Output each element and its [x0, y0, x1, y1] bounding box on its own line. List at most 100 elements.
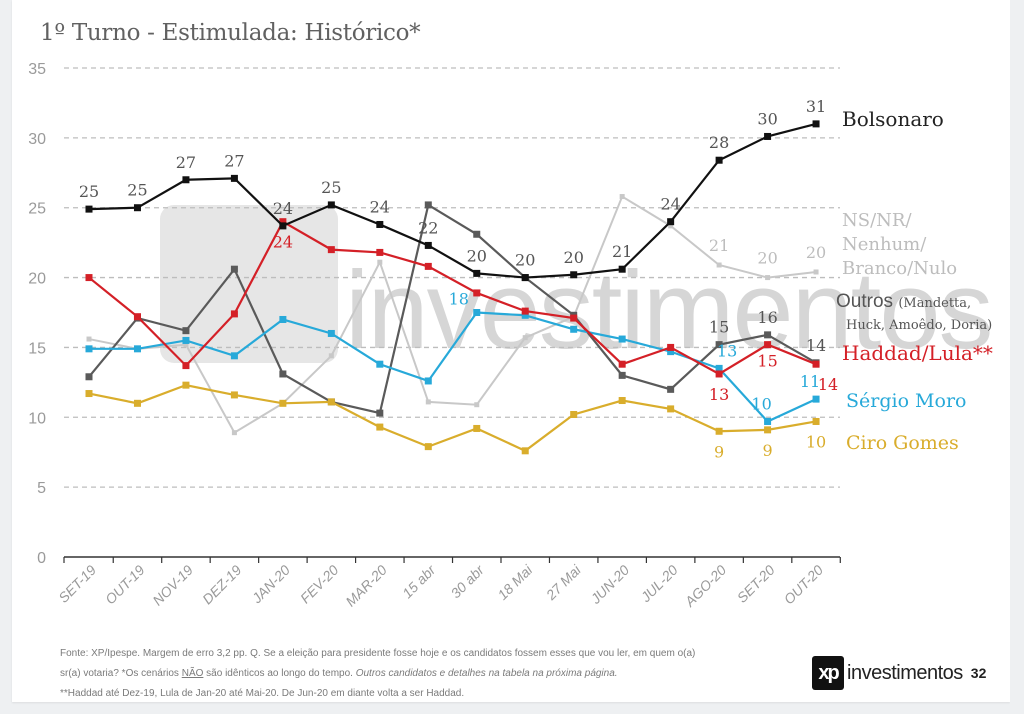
data-point [715, 427, 723, 435]
legend-label: NS/NR/ [842, 210, 912, 231]
series-ciro-gomes [85, 381, 820, 455]
data-point [667, 343, 675, 351]
data-point [230, 310, 238, 318]
data-point [133, 345, 141, 353]
y-tick-label: 25 [28, 201, 46, 218]
data-point [424, 262, 432, 270]
y-tick-label: 35 [28, 61, 46, 78]
xp-logo-mark: xp [812, 656, 844, 690]
data-point [133, 204, 141, 212]
data-label: 14 [818, 375, 838, 394]
data-point [667, 405, 675, 413]
data-point [521, 307, 529, 315]
data-label: 21 [612, 242, 632, 261]
x-tick-label: JUL-20 [637, 562, 681, 606]
data-label: 13 [717, 341, 737, 360]
data-point [425, 399, 431, 405]
x-tick-label: OUT-19 [102, 562, 148, 608]
data-label: 22 [418, 218, 438, 237]
x-tick-label: AGO-20 [681, 562, 729, 610]
data-label: 11 [800, 372, 820, 391]
data-point [570, 314, 578, 322]
x-tick-label: DEZ-19 [199, 562, 245, 608]
data-point [279, 315, 287, 323]
data-point [279, 222, 287, 230]
legend-label: Sérgio Moro [846, 390, 966, 412]
data-point [715, 370, 723, 378]
data-point [716, 262, 722, 268]
data-point [182, 362, 190, 370]
footnote-text: sr(a) votaria? *Os cenários [60, 668, 182, 679]
data-point [473, 230, 481, 238]
x-tick-label: 27 Mai [542, 561, 584, 603]
footnote-text: são idênticos ao longo do tempo. [203, 668, 356, 679]
data-point [618, 335, 626, 343]
data-point [813, 269, 819, 275]
data-label: 20 [515, 251, 535, 270]
data-label: 25 [127, 181, 147, 200]
y-tick-label: 5 [37, 480, 46, 497]
data-point [812, 395, 820, 403]
x-tick-label: OUT-20 [781, 562, 827, 608]
x-tick-label: FEV-20 [297, 562, 342, 607]
data-point [764, 426, 772, 434]
data-point [133, 313, 141, 321]
data-label: 14 [806, 336, 826, 355]
data-point [715, 364, 723, 372]
footnote-line-3: **Haddad até Dez-19, Lula de Jan-20 até … [60, 688, 465, 699]
footnote-emphasis: NÃO [181, 668, 204, 679]
data-label: 25 [321, 178, 341, 197]
data-point [764, 132, 772, 140]
data-label: 10 [806, 432, 826, 451]
data-point [279, 399, 287, 407]
data-label: 18 [449, 290, 469, 309]
data-point [279, 218, 287, 226]
data-label: 21 [709, 236, 729, 255]
data-point [570, 410, 578, 418]
x-tick-label: 30 abr [447, 561, 487, 601]
data-point [473, 309, 481, 316]
data-label: 20 [467, 246, 487, 265]
data-point [376, 220, 384, 228]
data-point [812, 120, 820, 128]
data-point [85, 390, 93, 398]
data-point [474, 402, 480, 408]
data-point [618, 360, 626, 368]
data-point [376, 360, 384, 368]
legend-label: Branco/Nulo [842, 258, 957, 279]
data-label: 27 [176, 153, 196, 172]
legend-label: Nenhum/ [842, 234, 927, 255]
data-label: 20 [564, 248, 584, 267]
data-point [424, 377, 432, 385]
data-label: 20 [757, 249, 777, 268]
data-point [715, 156, 723, 164]
data-point [230, 352, 238, 360]
data-label: 28 [709, 133, 729, 152]
data-point [279, 370, 287, 378]
x-tick-label: SET-19 [55, 562, 99, 606]
data-point [521, 447, 529, 455]
data-point [376, 409, 384, 417]
data-point [473, 269, 481, 277]
data-point [424, 443, 432, 451]
data-point [668, 223, 674, 229]
data-point [182, 176, 190, 184]
chart-title: 1º Turno - Estimulada: Histórico* [40, 20, 421, 46]
data-point [230, 174, 238, 182]
data-point [812, 417, 820, 425]
data-label: 15 [757, 352, 777, 371]
series-bolsonaro [85, 120, 820, 282]
footnote-line-1: Fonte: XP/Ipespe. Margem de erro 3,2 pp.… [60, 648, 696, 659]
data-point [473, 424, 481, 432]
data-label: 9 [714, 442, 724, 461]
data-point [521, 311, 529, 319]
data-point [570, 325, 578, 333]
data-point [618, 265, 626, 273]
y-tick-label: 30 [28, 131, 46, 148]
data-label: 25 [79, 182, 99, 201]
data-point [328, 353, 334, 359]
data-label: 27 [224, 151, 244, 170]
legend-label: Huck, Amoêdo, Doria) [846, 318, 992, 333]
data-label: 9 [762, 441, 772, 460]
data-point [473, 289, 481, 297]
